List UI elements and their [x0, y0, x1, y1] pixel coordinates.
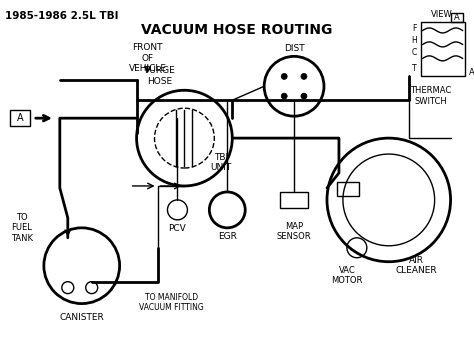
Circle shape	[301, 73, 307, 79]
Bar	[421, 23, 465, 76]
Bar	[10, 110, 30, 126]
Text: A: A	[454, 13, 459, 22]
Text: AIR
CLEANER: AIR CLEANER	[396, 256, 438, 275]
Bar	[280, 192, 308, 208]
Text: A: A	[468, 68, 474, 77]
Bar	[451, 13, 463, 23]
Text: A: A	[17, 113, 23, 123]
Text: TBI
UNIT: TBI UNIT	[210, 153, 232, 173]
Text: PURGE
HOSE: PURGE HOSE	[145, 66, 175, 86]
Text: EGR: EGR	[218, 232, 237, 241]
Circle shape	[281, 93, 287, 99]
Circle shape	[281, 73, 287, 79]
Text: C: C	[411, 48, 417, 57]
Text: VIEW: VIEW	[431, 10, 452, 19]
Text: VACUUM HOSE ROUTING: VACUUM HOSE ROUTING	[141, 23, 332, 38]
Text: VAC
MOTOR: VAC MOTOR	[331, 266, 363, 285]
Text: T: T	[412, 64, 417, 73]
Text: FRONT
OF
VEHICLE: FRONT OF VEHICLE	[128, 44, 166, 73]
Text: TO
FUEL
TANK: TO FUEL TANK	[11, 213, 33, 243]
Text: H: H	[411, 36, 417, 45]
Text: CANISTER: CANISTER	[59, 313, 104, 322]
Text: TO MANIFOLD
VACUUM FITTING: TO MANIFOLD VACUUM FITTING	[139, 293, 204, 312]
Bar	[337, 182, 359, 196]
Text: PCV: PCV	[169, 224, 186, 233]
Text: THERMAC
SWITCH: THERMAC SWITCH	[410, 86, 451, 106]
Text: F: F	[412, 24, 417, 33]
Circle shape	[301, 93, 307, 99]
Text: DIST: DIST	[284, 45, 304, 53]
Text: 1985-1986 2.5L TBI: 1985-1986 2.5L TBI	[5, 10, 118, 21]
Text: MAP
SENSOR: MAP SENSOR	[277, 222, 311, 241]
